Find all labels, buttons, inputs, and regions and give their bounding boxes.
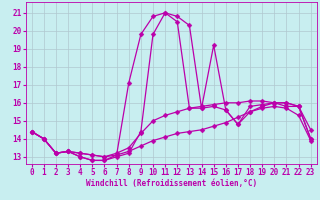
X-axis label: Windchill (Refroidissement éolien,°C): Windchill (Refroidissement éolien,°C) bbox=[86, 179, 257, 188]
